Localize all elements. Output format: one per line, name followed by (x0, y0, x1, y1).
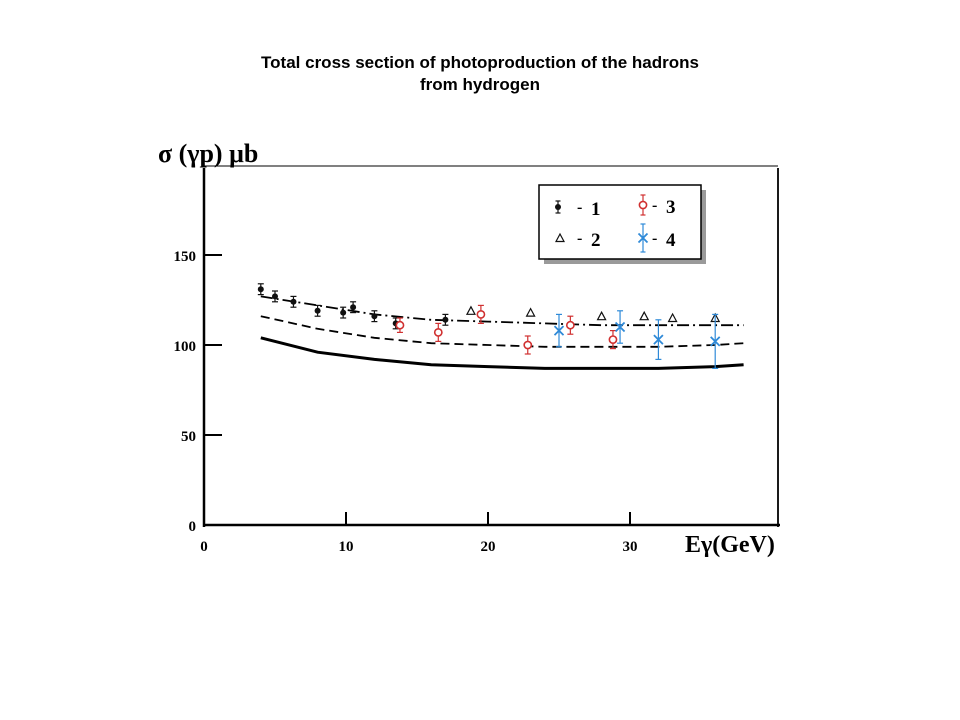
marker-dot (272, 293, 278, 300)
x-axis-label: Eγ(GeV) (685, 532, 775, 558)
marker-circle (395, 320, 405, 330)
marker-triangle (596, 310, 607, 321)
chart-title-line1: Total cross section of photoproduction o… (261, 53, 699, 72)
y-axis-label: σ (γp) μb (158, 139, 258, 168)
legend-entry-3: -3 (638, 194, 676, 218)
legend-box (538, 184, 702, 260)
y-tick-label: 0 (189, 519, 197, 535)
marker-dot (350, 304, 357, 311)
series-1 (257, 283, 449, 330)
marker-dot (290, 298, 297, 305)
series-3 (395, 304, 618, 355)
legend-entry-4: -4 (637, 223, 676, 253)
data-points (257, 283, 721, 369)
marker-circle (433, 327, 443, 337)
legend-dash: - (577, 230, 582, 247)
y-tick-label: 100 (174, 339, 197, 355)
marker-dot (314, 307, 321, 314)
legend-entry-2: -2 (555, 230, 601, 251)
marker-cross (653, 334, 664, 345)
legend-entry-1: -1 (555, 199, 601, 220)
y-tick-label: 150 (174, 249, 197, 265)
marker-triangle (667, 312, 678, 323)
legend-label: 3 (666, 197, 676, 218)
x-tick-label: 10 (339, 539, 354, 555)
legend-label: 2 (591, 230, 601, 251)
marker-dot (340, 309, 347, 316)
legend-dash: - (652, 230, 657, 247)
series-2 (465, 305, 721, 323)
marker-dot (371, 313, 378, 320)
legend-label: 1 (591, 199, 601, 220)
curve-dashed (260, 315, 744, 348)
marker-cross (637, 232, 649, 244)
legend: -1- 2- 3- 4 (538, 184, 706, 264)
marker-triangle (639, 310, 650, 321)
marker-cross (710, 336, 721, 347)
marker-circle (565, 320, 575, 330)
curve-solid (260, 336, 744, 370)
marker-cross (614, 321, 626, 333)
legend-dash: - (652, 197, 657, 214)
x-tick-label: 0 (200, 539, 208, 555)
marker-circle (638, 200, 648, 210)
marker-triangle (465, 305, 476, 315)
legend-label: 4 (666, 230, 676, 251)
marker-circle (608, 335, 618, 344)
axis-ticks: 0 50 100 150 0 10 20 30 (174, 249, 638, 555)
marker-cross (553, 325, 565, 336)
marker-triangle (555, 232, 565, 243)
chart-title: Total cross section of photoproduction o… (0, 52, 960, 96)
legend-dash: - (577, 199, 582, 216)
marker-dot (257, 286, 264, 293)
marker-circle (523, 340, 533, 350)
marker-triangle (525, 307, 536, 317)
theory-curves (260, 295, 744, 370)
x-tick-label: 20 (481, 539, 496, 555)
marker-circle (476, 309, 486, 319)
curve-dash-dot (260, 295, 744, 327)
series-4 (553, 310, 721, 369)
x-tick-label: 30 (623, 539, 638, 555)
y-tick-label: 50 (181, 429, 196, 445)
chart-title-line2: from hydrogen (420, 75, 540, 94)
marker-dot (555, 204, 561, 210)
marker-dot (442, 316, 449, 323)
plot-frame (202, 165, 780, 527)
